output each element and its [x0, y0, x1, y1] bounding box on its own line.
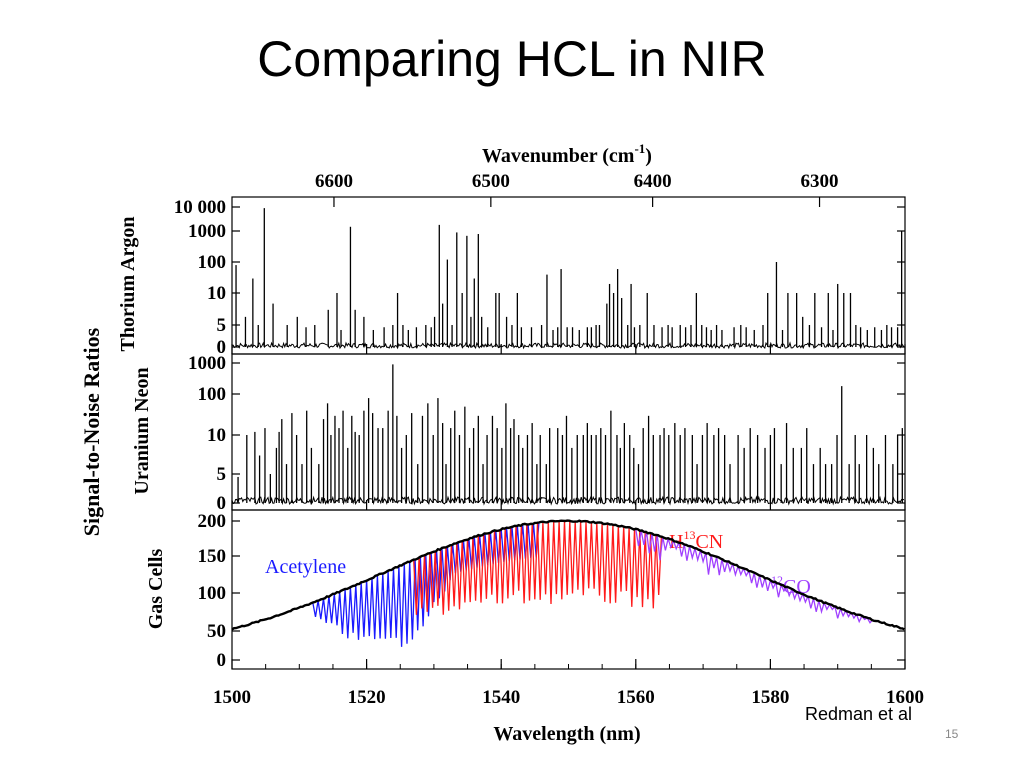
gas-absorption-h13cn — [413, 520, 663, 615]
x-axis-label: Wavelength (nm) — [493, 723, 640, 745]
panel-frame-1 — [231, 353, 906, 511]
ytick-label: 1000 — [188, 221, 226, 242]
xtick-label: 1520 — [348, 687, 386, 708]
xtick-label: 1560 — [617, 687, 655, 708]
top-tick-label: 6300 — [801, 171, 839, 192]
ytick-label: 0 — [217, 650, 227, 671]
panel-frame-0 — [231, 196, 906, 355]
shared-ylabel: Signal-to-Noise Ratios — [79, 327, 104, 536]
top-axis-label: Wavenumber (cm-1) — [482, 141, 652, 167]
gas-envelope — [231, 519, 905, 631]
xtick-label: 1500 — [213, 687, 251, 708]
ytick-label: 200 — [198, 511, 227, 532]
slide-title: Comparing HCL in NIR — [257, 31, 767, 87]
citation: Redman et al — [805, 704, 913, 724]
gas-absorption-12co — [635, 529, 874, 624]
chart-marks: 10 0001000100105010001001050200150100500… — [174, 171, 924, 708]
ytick-label: 5 — [217, 315, 227, 336]
ytick-label: 100 — [198, 252, 227, 273]
top-tick-label: 6500 — [472, 171, 510, 192]
ytick-label: 50 — [207, 621, 226, 642]
ytick-label: 0 — [217, 493, 227, 514]
ytick-label: 10 — [207, 425, 226, 446]
panel-ylabel-uranium-neon: Uranium Neon — [131, 367, 153, 494]
xtick-label: 1600 — [886, 687, 924, 708]
xtick-label: 1580 — [751, 687, 789, 708]
xtick-label: 1540 — [482, 687, 520, 708]
noise-baseline — [231, 495, 905, 506]
label-acetylene: Acetylene — [265, 556, 346, 578]
top-tick-label: 6600 — [315, 171, 353, 192]
ytick-label: 10 — [207, 283, 226, 304]
top-tick-label: 6400 — [634, 171, 672, 192]
ytick-label: 10 000 — [174, 197, 226, 218]
panel-ylabel-thorium-argon: Thorium Argon — [117, 216, 139, 351]
noise-baseline — [231, 341, 905, 350]
ytick-label: 0 — [217, 337, 227, 358]
ytick-label: 5 — [217, 464, 227, 485]
ytick-label: 100 — [198, 583, 227, 604]
ytick-label: 100 — [198, 384, 227, 405]
panel-ylabel-gas-cells: Gas Cells — [145, 549, 167, 630]
ytick-label: 1000 — [188, 353, 226, 374]
ytick-label: 150 — [198, 546, 227, 567]
slide-number: 15 — [945, 727, 959, 741]
